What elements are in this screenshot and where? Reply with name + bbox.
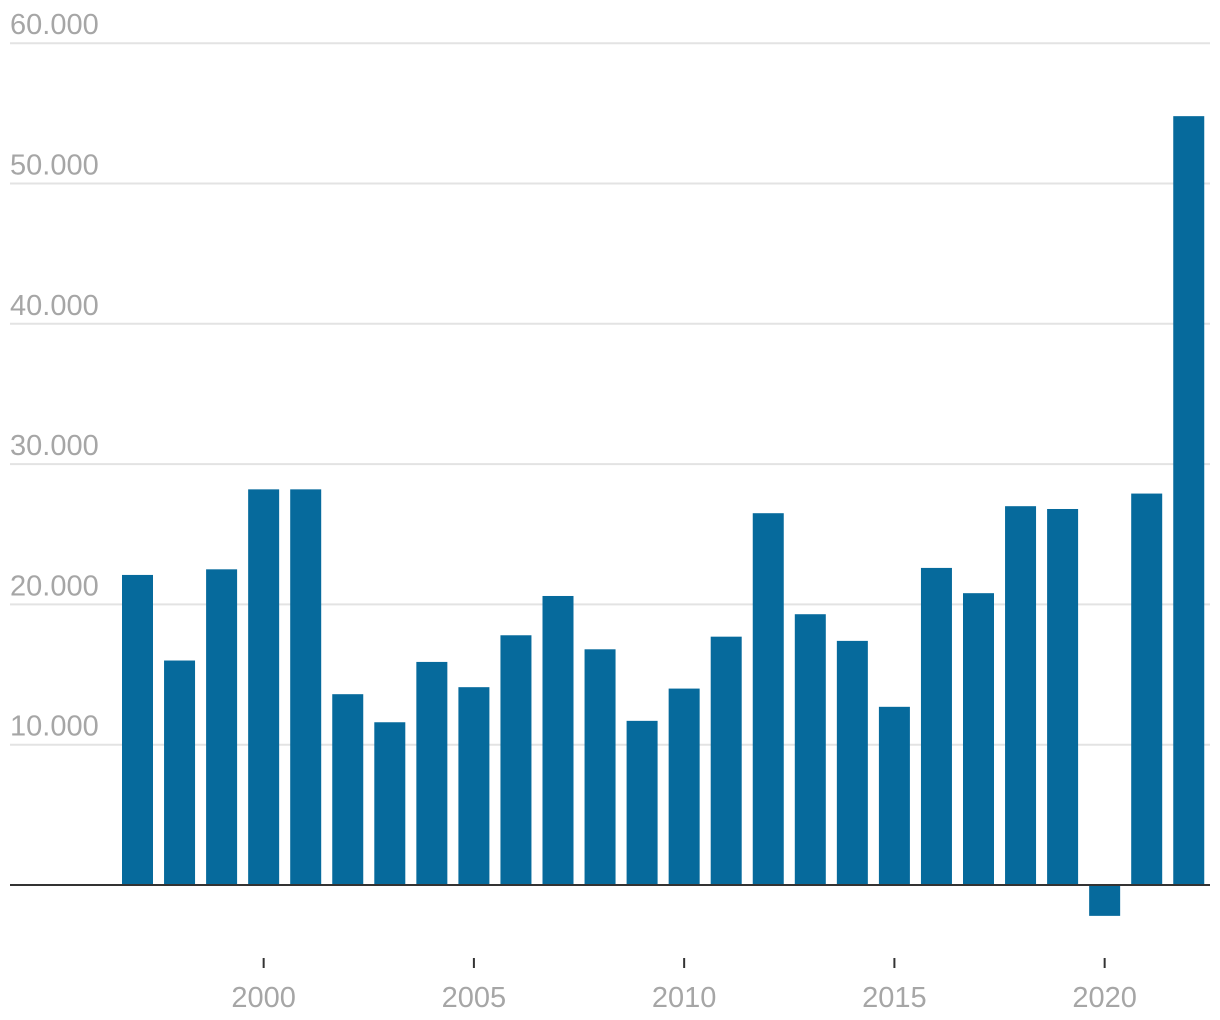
bar-2010 [668,688,700,885]
bar-2019 [1047,508,1079,885]
bar-2013 [794,614,826,885]
bar-2009 [626,720,658,885]
bar-2003 [374,722,406,885]
y-tick-label: 50.000 [10,150,99,182]
bar-2001 [290,489,322,885]
x-tick-label: 2000 [231,982,296,1014]
y-tick-label: 60.000 [10,9,99,41]
bar-2004 [416,661,448,885]
x-tick-label: 2020 [1072,982,1137,1014]
x-axis: 2000 2005 2010 2015 2020 [10,884,1210,1014]
x-tick-label: 2015 [862,982,927,1014]
y-axis-labels: 10.000 20.000 30.000 40.000 50.000 60.000 [10,9,99,743]
bar-2002 [332,694,364,885]
y-tick-label: 20.000 [10,570,99,602]
bar-1997 [122,574,153,885]
bar-2020 [1089,885,1121,916]
bar-2007 [542,595,574,885]
y-tick-label: 10.000 [10,711,99,743]
bar-2005 [458,687,490,885]
bar-2016 [920,567,952,885]
bar-1999 [206,569,238,885]
bar-2017 [963,593,994,885]
bar-2018 [1005,506,1037,885]
bars [122,116,1205,916]
bar-2014 [836,640,868,885]
y-tick-label: 40.000 [10,290,99,322]
bar-2000 [248,489,280,885]
x-tick-label: 2005 [442,982,507,1014]
bar-1998 [164,660,196,885]
y-tick-label: 30.000 [10,430,99,462]
bar-2022 [1173,116,1205,885]
bar-2012 [752,513,784,885]
bar-2011 [710,636,742,885]
bar-2015 [878,706,910,885]
bar-2008 [584,649,616,885]
bar-2021 [1131,493,1163,885]
x-tick-label: 2010 [652,982,717,1014]
bar-2006 [500,635,532,885]
